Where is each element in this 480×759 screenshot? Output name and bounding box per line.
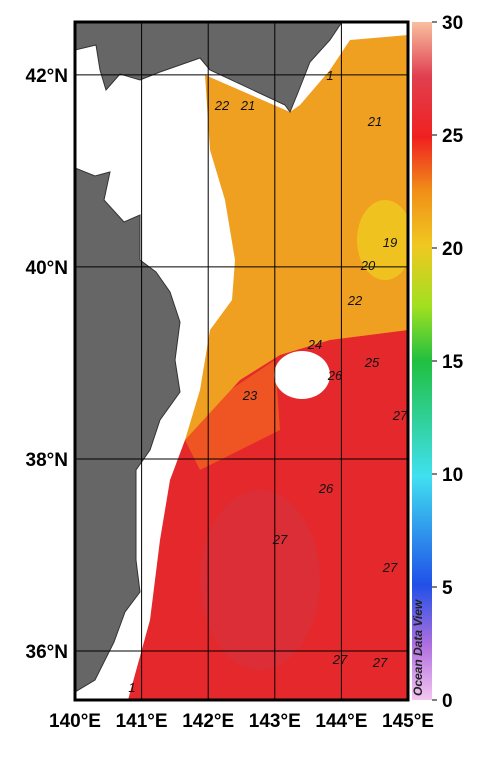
contour-label: 27 [382, 560, 398, 575]
contour-label: 19 [383, 235, 397, 250]
x-tick-label: 144°E [315, 711, 367, 732]
contour-label: 22 [347, 293, 363, 308]
colorbar [412, 22, 432, 700]
transition-water [185, 360, 280, 470]
map-area [75, 22, 408, 700]
contour-label: 27 [392, 408, 408, 423]
y-tick-label: 38°N [26, 450, 68, 471]
colorbar-tick-label: 25 [442, 126, 464, 147]
contour-label: 21 [367, 114, 382, 129]
contour-label: 26 [318, 481, 334, 496]
x-tick-label: 142°E [182, 711, 234, 732]
cold-patch [357, 200, 408, 280]
colorbar-tick-label: 15 [442, 352, 464, 373]
contour-label: 23 [242, 388, 258, 403]
cool-water [185, 35, 408, 440]
x-tick-label: 140°E [49, 711, 101, 732]
contour-label: 20 [360, 258, 376, 273]
x-tick-label: 145°E [382, 711, 434, 732]
colorbar-tick-label: 30 [442, 13, 463, 34]
contour-label: 1 [326, 68, 333, 83]
warm-core [200, 490, 320, 670]
x-tick-label: 143°E [249, 711, 301, 732]
contour-label: 22 [214, 98, 230, 113]
y-tick-label: 42°N [26, 66, 68, 87]
map-frame [73, 20, 410, 702]
contour-label: 27 [332, 652, 348, 667]
contour-label: 24 [307, 337, 322, 352]
colorbar-tick-label: 5 [442, 578, 453, 599]
watermark: Ocean Data View [411, 599, 425, 696]
contour-label: 1 [128, 680, 135, 695]
colorbar-tick-label: 0 [442, 691, 453, 712]
colorbar-tick-label: 20 [442, 239, 463, 260]
y-tick-label: 36°N [26, 642, 68, 663]
data-hole [274, 351, 330, 399]
land [75, 167, 181, 693]
colorbar-tick-label: 10 [442, 465, 463, 486]
y-tick-label: 40°N [26, 258, 68, 279]
contour-label: 21 [240, 98, 255, 113]
x-tick-label: 141°E [116, 711, 168, 732]
contour-label: 25 [364, 355, 380, 370]
contour-label: 27 [372, 655, 388, 670]
contour-label: 27 [272, 532, 288, 547]
contour-label: 26 [327, 368, 343, 383]
